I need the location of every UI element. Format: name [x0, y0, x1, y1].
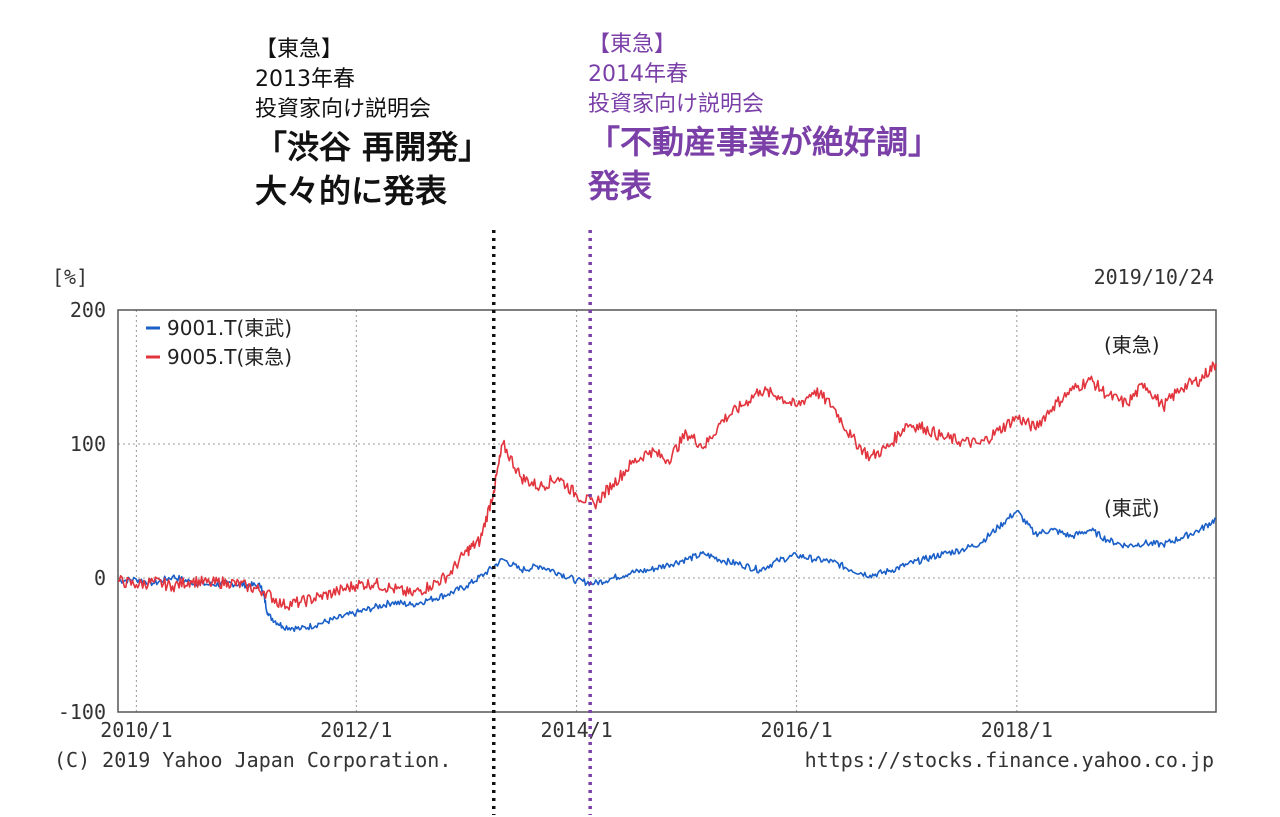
series-line-tobu: [117, 509, 1217, 633]
date-label: 2019/10/24: [1094, 265, 1214, 289]
series-end-label-tokyu: (東急): [1104, 333, 1160, 357]
plot-frame: [117, 309, 1217, 713]
annotation-2014-subline: 発表: [588, 167, 653, 205]
series-end-label-tobu: (東武): [1104, 496, 1160, 520]
x-tick-label: 2018/1: [981, 718, 1053, 742]
chart-grid: [118, 310, 1216, 712]
annotation-2013-date: 2013年春: [255, 67, 355, 92]
y-tick-label: 100: [70, 432, 106, 456]
series-lines: [117, 361, 1217, 633]
annotation-2014-event: 投資家向け説明会: [588, 92, 765, 117]
annotation-2013: 【東急】 2013年春 投資家向け説明会 「渋谷 再開発」 大々的に発表: [255, 35, 490, 213]
annotation-2014-headline: 「不動産事業が絶好調」: [588, 123, 941, 161]
x-tick-label: 2010/1: [100, 718, 172, 742]
y-unit-label: [%]: [52, 265, 88, 289]
annotation-2014-company: 【東急】: [588, 32, 677, 57]
y-tick-label: -100: [58, 700, 106, 724]
x-axis-ticks: 2010/1 2012/1 2014/1 2016/1 2018/1: [100, 718, 1053, 742]
legend: 9001.T(東武) 9005.T(東急): [146, 316, 292, 369]
legend-label-tokyu: 9005.T(東急): [167, 345, 292, 369]
y-axis-ticks: 200 100 0 -100: [58, 298, 106, 724]
annotation-2013-event: 投資家向け説明会: [255, 97, 432, 122]
annotation-2013-subline: 大々的に発表: [255, 172, 448, 210]
annotation-2013-headline: 「渋谷 再開発」: [255, 128, 491, 166]
x-tick-label: 2016/1: [760, 718, 832, 742]
annotation-2013-company: 【東急】: [255, 37, 344, 62]
source-url: https://stocks.finance.yahoo.co.jp: [805, 748, 1214, 772]
copyright-text: (C) 2019 Yahoo Japan Corporation.: [54, 748, 451, 772]
annotation-2014: 【東急】 2014年春 投資家向け説明会 「不動産事業が絶好調」 発表: [588, 30, 940, 208]
event-markers: [491, 230, 592, 815]
x-tick-label: 2014/1: [540, 718, 612, 742]
legend-label-tobu: 9001.T(東武): [167, 316, 292, 340]
annotation-2014-date: 2014年春: [588, 62, 688, 87]
y-tick-label: 0: [94, 566, 106, 590]
series-line-tokyu: [117, 361, 1217, 611]
x-tick-label: 2012/1: [320, 718, 392, 742]
y-tick-label: 200: [70, 298, 106, 322]
